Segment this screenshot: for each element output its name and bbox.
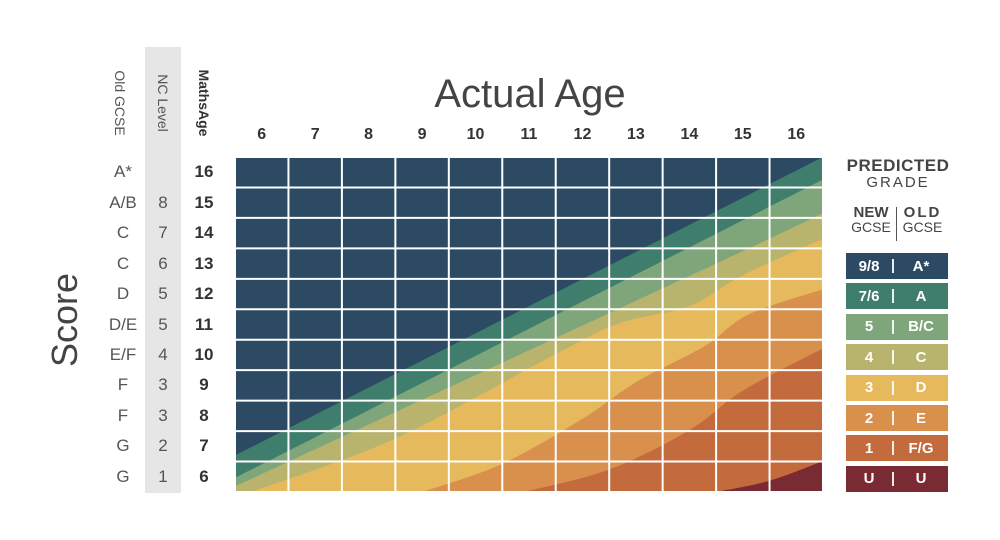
old-gcse-label: D	[116, 284, 130, 304]
x-tick-label: 6	[257, 126, 267, 143]
legend-old-grade: A	[915, 287, 927, 305]
maths-age-label: 8	[199, 405, 209, 425]
old-gcse-label: F	[117, 405, 129, 425]
nc-level-label: 7	[158, 223, 168, 243]
x-tick-label: 7	[310, 126, 320, 143]
old-gcse-label: A*	[114, 162, 132, 182]
band-U	[235, 461, 823, 492]
x-tick-label: 16	[787, 126, 806, 143]
legend-divider	[892, 259, 894, 273]
legend-old-grade: A*	[912, 257, 930, 275]
x-tick-label: 14	[680, 126, 699, 143]
x-tick-label: 11	[520, 126, 538, 143]
x-tick-label: 13	[627, 126, 645, 143]
legend-divider	[892, 289, 894, 304]
legend-divider	[892, 411, 894, 425]
legend-old-grade: F/G	[908, 439, 934, 457]
old-gcse-label: G	[116, 466, 130, 486]
x-tick-label: 15	[733, 126, 752, 143]
nc-level-label: 1	[158, 466, 168, 486]
maths-age-label: 10	[194, 344, 214, 364]
legend-new-grade: 2	[864, 409, 874, 427]
nc-level-label: 5	[158, 284, 168, 304]
legend-item: 9/8 A*	[846, 253, 948, 279]
legend-old-grade: C	[915, 348, 927, 366]
legend-subheader: NEW GCSE OLD GCSE	[846, 204, 948, 244]
legend-new-grade: 5	[864, 318, 874, 336]
legend-new-grade: U	[863, 470, 875, 488]
legend-item: 5 B/C	[846, 313, 948, 340]
nc-level-label: 3	[158, 375, 168, 395]
legend-divider	[892, 380, 894, 395]
x-tick-label: 12	[573, 126, 592, 143]
old-gcse-label: A/B	[109, 192, 137, 212]
old-gcse-label: C	[116, 223, 130, 243]
band-1	[235, 348, 823, 492]
legend-divider	[892, 350, 894, 365]
maths-age-label: 13	[194, 253, 214, 273]
nc-level-label: 8	[158, 192, 168, 212]
legend-title: PREDICTED GRADE	[846, 156, 950, 191]
legend-item: 7/6 A	[846, 283, 948, 310]
nc-level-label: 2	[158, 436, 168, 456]
legend-new-grade: 9/8	[858, 257, 880, 275]
legend-new-grade: 3	[864, 379, 874, 397]
legend-old-grade: B/C	[908, 318, 934, 336]
maths-age-label: 11	[195, 314, 213, 334]
x-tick-label: 8	[364, 126, 374, 143]
nc-level-label: 6	[158, 253, 168, 273]
old-gcse-label: F	[117, 375, 129, 395]
maths-age-label: 6	[199, 466, 209, 486]
legend-old-grade: E	[915, 409, 926, 427]
legend-new-grade: 4	[864, 348, 874, 366]
old-gcse-label: E/F	[109, 344, 137, 364]
maths-age-label: 7	[199, 436, 209, 456]
old-gcse-label: G	[116, 436, 130, 456]
x-tick-label: 9	[417, 126, 427, 143]
old-gcse-label: D/E	[108, 314, 138, 334]
maths-age-label: 15	[194, 192, 214, 212]
legend-item: 1 F/G	[846, 435, 948, 462]
legend-old-grade: U	[915, 470, 927, 488]
x-tick-label: 10	[466, 126, 485, 143]
legend-divider	[892, 319, 894, 334]
nc-level-label: 5	[158, 314, 168, 334]
chart-title: Actual Age	[434, 72, 626, 116]
legend-new-grade: 1	[864, 439, 874, 457]
nc-level-label: 3	[158, 405, 168, 425]
nc-level-column-bg	[145, 47, 181, 493]
maths-age-label: 12	[194, 284, 214, 304]
maths-age-label: 16	[194, 162, 214, 182]
legend-new-grade: 7/6	[858, 287, 880, 305]
old-gcse-label: C	[116, 253, 130, 273]
maths-age-label: 9	[199, 375, 209, 395]
maths-age-label: 14	[194, 223, 214, 243]
nc-level-label: 4	[158, 344, 168, 364]
legend-divider	[892, 471, 894, 486]
legend-old-grade: D	[915, 379, 927, 397]
legend-divider	[892, 441, 894, 456]
